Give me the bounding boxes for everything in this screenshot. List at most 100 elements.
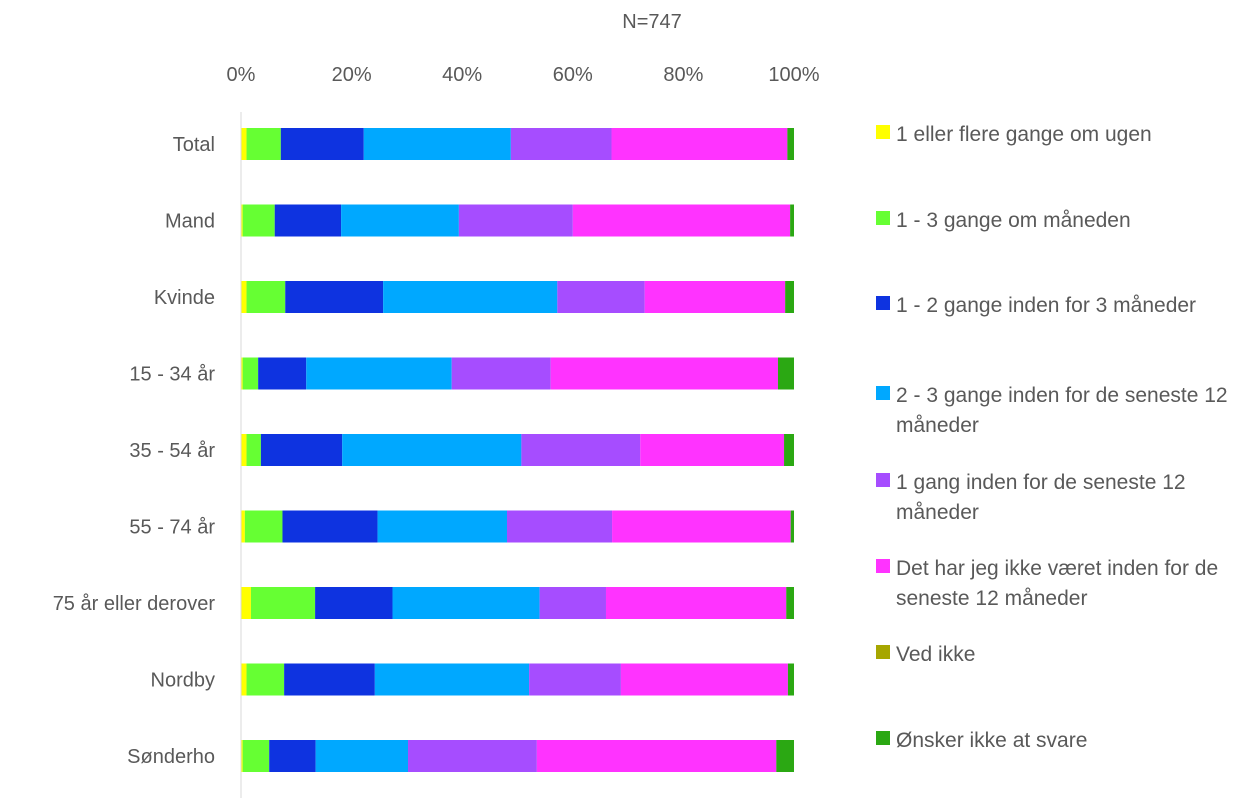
legend: 1 eller flere gange om ugen 1 - 3 gange o… xyxy=(876,0,1247,801)
bar-segment xyxy=(246,128,281,160)
bar-segment xyxy=(241,663,247,696)
y-axis-labels: Total Mand Kvinde 15 - 34 år 35 - 54 år 55 - … xyxy=(53,134,216,768)
legend-label: 1 - 3 gange om måneden xyxy=(896,209,1131,232)
bar-segment xyxy=(241,740,243,772)
legend-swatch xyxy=(876,645,890,659)
bar-segment xyxy=(284,663,375,696)
category-label: Sønderho xyxy=(127,746,215,768)
bar-segment xyxy=(408,740,537,772)
bar-segment xyxy=(458,204,573,237)
legend-item: Ønsker ikke at svare xyxy=(876,726,1244,756)
bar-segment xyxy=(640,434,785,466)
category-label: 75 år eller derover xyxy=(53,593,216,615)
x-axis-ticks: 0% 20% 40% 60% 80% 100% xyxy=(227,64,820,86)
chart-title: N=747 xyxy=(622,11,682,33)
legend-item: 1 eller flere gange om ugen xyxy=(876,120,1244,150)
bar-segment xyxy=(306,357,452,390)
legend-label: 1 eller flere gange om ugen xyxy=(896,123,1152,146)
bar-segment xyxy=(274,204,342,237)
bar-segment xyxy=(250,587,316,619)
bar-segment xyxy=(521,434,641,466)
bar-segment xyxy=(536,740,777,772)
x-tick-label: 20% xyxy=(332,64,372,86)
legend-swatch xyxy=(876,125,890,139)
x-tick-label: 100% xyxy=(768,64,819,86)
bar-segment xyxy=(790,510,794,543)
bar-segment xyxy=(241,434,247,466)
bar-segment xyxy=(790,204,794,237)
bar-segment xyxy=(341,204,459,237)
bar-segment xyxy=(244,510,283,543)
legend-label: Ønsker ikke at svare xyxy=(896,729,1088,752)
bar-segment xyxy=(246,434,261,466)
bar-segment xyxy=(777,357,794,390)
bar-segment xyxy=(246,281,286,313)
bar-segment xyxy=(282,510,378,543)
bar-segment xyxy=(363,128,511,160)
bar-segment xyxy=(506,510,613,543)
bar-segment xyxy=(242,740,270,772)
bar-segment xyxy=(241,357,243,390)
x-tick-label: 80% xyxy=(663,64,703,86)
bar-segment xyxy=(315,587,393,619)
bar-segment xyxy=(620,663,788,696)
legend-label: Det har jeg ikke været inden for de sene… xyxy=(896,557,1219,610)
legend-swatch xyxy=(876,386,890,400)
bar-segment xyxy=(451,357,551,390)
category-label: Mand xyxy=(165,211,215,233)
legend-label: 1 - 2 gange inden for 3 måneder xyxy=(896,294,1197,317)
bar-segment xyxy=(315,740,409,772)
bar-segment xyxy=(260,434,343,466)
bar-segment xyxy=(550,357,778,390)
x-tick-label: 0% xyxy=(227,64,256,86)
bar-segment xyxy=(787,128,794,160)
stacked-bar-chart: N=747 0% 20% 40% 60% 80% 100% Total Mand Kvinde… xyxy=(53,11,820,798)
bar-segment xyxy=(241,281,247,313)
bar-segment xyxy=(612,510,791,543)
bars xyxy=(241,128,794,772)
category-label: Nordby xyxy=(151,670,215,692)
bar-segment xyxy=(605,587,787,619)
legend-item: Ved ikke xyxy=(876,640,1244,670)
x-tick-label: 40% xyxy=(442,64,482,86)
bar-segment xyxy=(539,587,606,619)
bar-segment xyxy=(374,663,530,696)
x-tick-label: 60% xyxy=(553,64,593,86)
bar-segment xyxy=(269,740,316,772)
legend-item: 2 - 3 gange inden for de seneste 12 måne… xyxy=(876,381,1244,441)
bar-segment xyxy=(787,663,794,696)
bar-segment xyxy=(383,281,558,313)
category-label: 35 - 54 år xyxy=(129,440,215,462)
bar-segment xyxy=(280,128,364,160)
bar-segment xyxy=(285,281,384,313)
bar-segment xyxy=(258,357,307,390)
bar-segment xyxy=(241,587,251,619)
bar-segment xyxy=(377,510,507,543)
bar-segment xyxy=(242,204,275,237)
bar-segment xyxy=(557,281,645,313)
bar-segment xyxy=(241,510,245,543)
bar-segment xyxy=(242,357,259,390)
legend-item: 1 - 3 gange om måneden xyxy=(876,206,1244,236)
bar-segment xyxy=(785,281,794,313)
bar-segment xyxy=(784,434,794,466)
legend-label: Ved ikke xyxy=(896,643,976,666)
legend-label: 1 gang inden for de seneste 12 måneder xyxy=(896,471,1186,524)
bar-segment xyxy=(529,663,621,696)
bar-segment xyxy=(241,128,247,160)
category-label: 55 - 74 år xyxy=(129,517,215,539)
legend-swatch xyxy=(876,559,890,573)
legend-swatch xyxy=(876,211,890,225)
bar-segment xyxy=(776,740,794,772)
bar-segment xyxy=(342,434,522,466)
bar-segment xyxy=(611,128,788,160)
bar-segment xyxy=(786,587,794,619)
legend-swatch xyxy=(876,731,890,745)
category-label: Kvinde xyxy=(154,287,215,309)
category-label: 15 - 34 år xyxy=(129,364,215,386)
legend-swatch xyxy=(876,296,890,310)
bar-segment xyxy=(644,281,786,313)
legend-swatch xyxy=(876,473,890,487)
bar-segment xyxy=(241,204,243,237)
legend-label: 2 - 3 gange inden for de seneste 12 måne… xyxy=(896,384,1228,437)
